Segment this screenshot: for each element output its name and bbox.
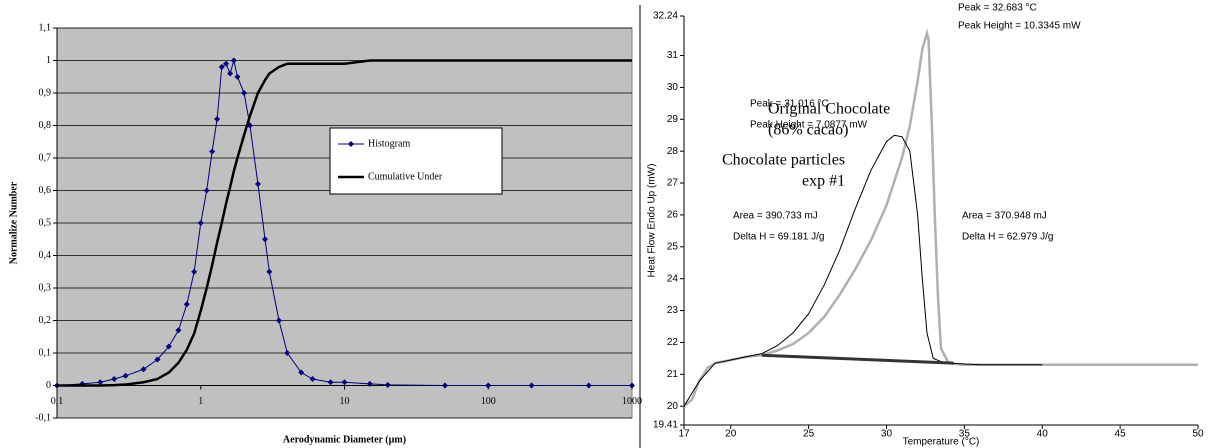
annotation: Peak = 32.683 °C — [958, 3, 1037, 14]
marker — [218, 64, 225, 70]
y-axis-title: Normalize Number — [8, 181, 19, 264]
marker — [384, 381, 391, 388]
x-tick-label: 50 — [1192, 429, 1204, 440]
marker — [97, 379, 104, 386]
y-tick-label: 0,1 — [39, 347, 52, 358]
y-tick-label: 23 — [667, 305, 679, 316]
marker — [262, 236, 269, 243]
marker — [254, 181, 261, 187]
y-tick-label: 21 — [667, 369, 679, 380]
marker — [275, 317, 282, 324]
marker — [214, 116, 221, 122]
marker — [154, 356, 161, 363]
x-tick-label: 35 — [959, 429, 971, 440]
x-tick-label: 20 — [725, 429, 737, 440]
y-tick-label: 19.41 — [653, 420, 678, 431]
series-line — [683, 134, 1043, 407]
annotation: Delta H = 69.181 J/g — [733, 232, 824, 243]
y-tick-label: 0,4 — [39, 250, 52, 261]
y-tick-label: 1,1 — [39, 22, 52, 33]
marker — [191, 268, 198, 275]
y-tick-label: 0,5 — [39, 217, 52, 228]
legend-label: Cumulative Under — [368, 171, 443, 182]
marker — [227, 70, 234, 77]
marker — [528, 382, 535, 389]
x-tick-label: 17 — [678, 429, 690, 440]
y-tick-label: 0,8 — [39, 120, 52, 131]
annotation: Peak = 31.016 °C — [750, 99, 829, 110]
marker — [183, 301, 190, 308]
y-tick-label: 29 — [667, 114, 679, 125]
y-tick-label: 20 — [667, 401, 679, 412]
y-tick-label: 32.24 — [653, 11, 678, 22]
marker — [122, 372, 129, 379]
y-tick-label: 30 — [667, 82, 679, 93]
annotation: Area = 390.733 mJ — [733, 211, 818, 222]
marker — [341, 379, 348, 386]
legend-label: Histogram — [368, 138, 410, 149]
marker — [266, 268, 273, 275]
y-tick-label: 31 — [667, 50, 679, 61]
legend-box — [329, 127, 503, 195]
x-tick-label: 10 — [340, 396, 350, 407]
marker — [485, 382, 492, 389]
annotation: Peak Height = 7.0877 mW — [750, 120, 868, 131]
marker — [629, 382, 635, 389]
y-tick-label: 0,6 — [39, 185, 52, 196]
annotation: (86% cacao) — [768, 122, 848, 139]
marker — [309, 376, 316, 382]
y-tick-label: 28 — [667, 146, 679, 157]
annotation: exp #1 — [802, 173, 845, 190]
marker — [230, 57, 237, 64]
x-tick-label: 40 — [1037, 429, 1049, 440]
annotation: Delta H = 62.979 J/g — [962, 232, 1053, 243]
y-tick-label: 24 — [667, 273, 679, 284]
y-tick-label: 1 — [46, 55, 51, 66]
marker — [140, 366, 147, 373]
legend-marker — [348, 141, 354, 147]
y-tick-label: 0,9 — [39, 87, 52, 98]
x-axis-title: Temperature (°C) — [903, 437, 980, 448]
marker — [284, 350, 291, 356]
y-tick-label: 0,3 — [39, 282, 52, 293]
series-line — [56, 60, 632, 386]
marker — [441, 382, 448, 389]
marker — [209, 148, 216, 155]
y-tick-label: 22 — [667, 337, 679, 348]
series-line — [761, 353, 954, 365]
x-tick-label: 45 — [1115, 429, 1127, 440]
x-tick-label: 1000 — [622, 396, 642, 407]
marker — [197, 220, 204, 226]
marker — [234, 73, 241, 80]
y-tick-label: 0 — [46, 380, 51, 391]
marker — [223, 60, 230, 67]
marker — [298, 369, 305, 376]
y-tick-label: 26 — [667, 210, 679, 221]
x-tick-label: 1 — [198, 396, 203, 407]
y-tick-label: 0,7 — [39, 152, 52, 163]
y-tick-label: 25 — [667, 241, 679, 252]
y-axis-title: Heat Flow Endo Up (mW) — [647, 164, 658, 278]
annotation: Original Chocolate — [768, 101, 890, 118]
annotation: Chocolate particles — [722, 152, 845, 169]
marker — [241, 90, 248, 96]
y-tick-label: 0,2 — [39, 315, 52, 326]
series-line — [57, 59, 632, 387]
x-tick-label: 25 — [803, 429, 815, 440]
marker — [366, 380, 373, 387]
marker — [165, 343, 172, 350]
marker — [111, 376, 118, 382]
y-tick-label: 27 — [667, 178, 679, 189]
annotation: Peak Height = 10.3345 mW — [958, 21, 1081, 32]
annotation: Area = 370.948 mJ — [962, 211, 1047, 222]
marker — [327, 379, 334, 386]
x-tick-label: 30 — [881, 429, 893, 440]
marker — [203, 187, 210, 194]
marker — [175, 327, 182, 334]
y-tick-label: -0,1 — [35, 412, 51, 423]
marker — [585, 382, 592, 389]
x-axis-title: Aerodynamic Diameter (µm) — [283, 434, 406, 445]
x-tick-label: 100 — [481, 396, 496, 407]
